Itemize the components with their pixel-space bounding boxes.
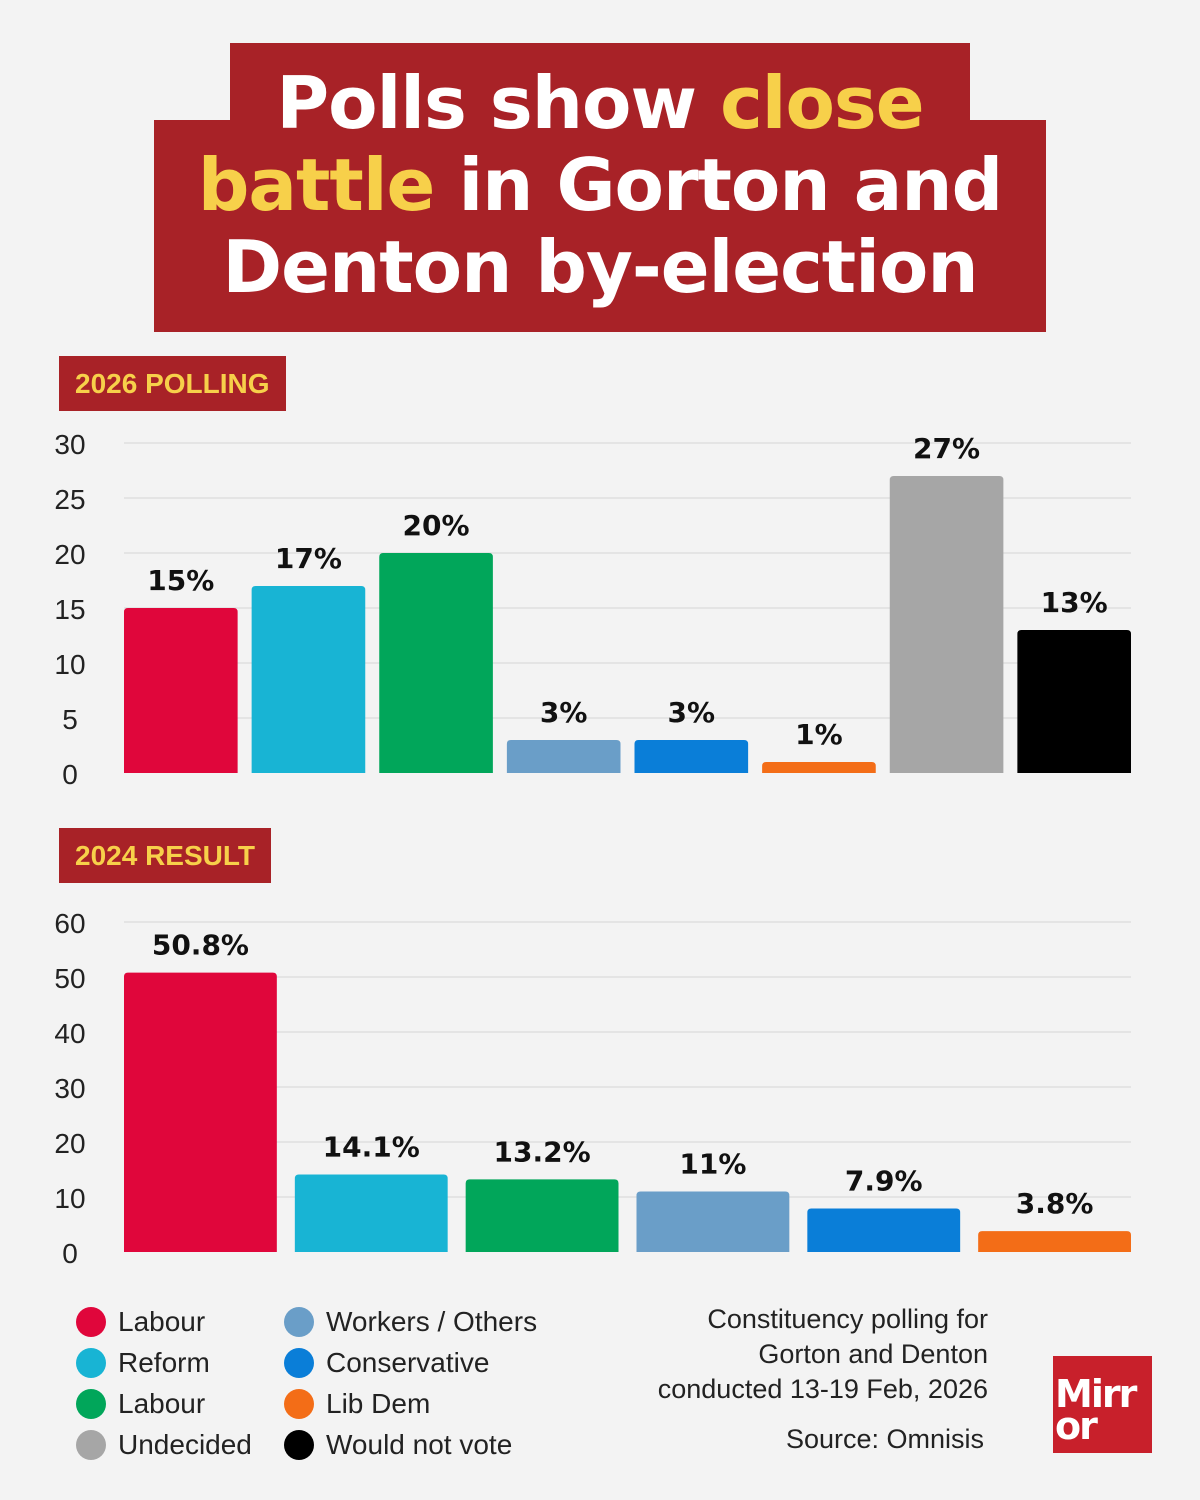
legend-swatch [76,1430,106,1460]
legend-label: Labour [118,1306,206,1337]
legend-swatch [76,1348,106,1378]
footnote-line: conducted 13-19 Feb, 2026 [657,1374,988,1404]
data-label: 3% [668,696,716,729]
legend-label: Undecided [118,1429,252,1460]
y-tick-label: 20 [54,1128,85,1159]
data-label: 20% [403,509,470,542]
bar-undecided [889,476,1004,773]
bar-labour [379,553,493,773]
legend-item-labour: Labour [76,1306,205,1338]
y-tick-label: 25 [54,484,85,515]
data-label: 17% [275,542,342,575]
y-tick-label: 30 [54,1073,85,1104]
legend-swatch [76,1389,106,1419]
headline-line3: Denton by-election [222,225,978,309]
footnote-line: Constituency polling for [707,1304,988,1334]
data-label: 3% [540,696,588,729]
chart-2026-polling: 0 5 10 15 20 25 30 15% 17% 20% 3% 3% 1% 27% 13% [54,429,1131,790]
bar-labour [124,608,238,773]
y-tick-label: 10 [54,649,85,680]
bar-lib-dem [978,1231,1131,1252]
legend-label: Labour [118,1388,206,1419]
chart-2024-result: 0 10 20 30 40 50 60 50.8% 14.1% 13.2% 11% 7.9% 3.8% [54,908,1131,1269]
logo-text-line2: or [1055,1404,1098,1448]
legend-item-workers-others: Workers / Others [284,1306,537,1338]
legend-label: Reform [118,1347,210,1378]
y-tick-label: 20 [54,539,85,570]
headline-highlight-battle: battle [197,143,435,227]
data-label: 13% [1041,586,1108,619]
section-tag-2026-polling: 2026 POLLING [59,356,286,411]
headline-background [154,120,1046,332]
legend-label: Would not vote [326,1429,513,1460]
data-label: 11% [679,1148,746,1181]
source-note: Source: Omnisis [785,1424,984,1454]
bar-would-not-vote [1017,630,1131,773]
bar-reform [294,1174,448,1252]
legend-item-reform: Reform [76,1347,210,1379]
polling-footnote: Constituency polling for Gorton and Dent… [600,1302,988,1407]
data-label: 7.9% [845,1165,923,1198]
legend-swatch [284,1389,314,1419]
legend-swatch [76,1307,106,1337]
headline: Polls show close battle in Gorton and De… [150,62,1050,308]
y-tick-label: 5 [62,704,78,735]
data-label: 27% [913,432,980,465]
y-tick-label: 0 [62,1238,78,1269]
footnote-line: Gorton and Denton [758,1339,988,1369]
legend-item-would-not-vote: Would not vote [284,1429,512,1461]
bar-conservative [807,1208,961,1252]
mirror-logo: Mirr or [1053,1356,1152,1453]
legend-item-lib-dem: Lib Dem [284,1388,430,1420]
data-label: 1% [795,718,843,751]
legend-label: Conservative [326,1347,490,1378]
data-label: 15% [147,564,214,597]
y-tick-label: 0 [62,759,78,790]
legend-item-conservative: Conservative [284,1347,489,1379]
bar-reform [251,586,366,773]
y-tick-label: 10 [54,1183,85,1214]
legend-swatch [284,1430,314,1460]
legend: Labour Reform Labour Undecided Workers /… [76,1306,596,1476]
bar-labour [124,972,277,1252]
legend-swatch [284,1307,314,1337]
legend-swatch [284,1348,314,1378]
data-label: 14.1% [323,1130,420,1163]
y-tick-label: 60 [54,908,85,939]
data-label: 3.8% [1016,1187,1094,1220]
y-tick-label: 40 [54,1018,85,1049]
bar-conservative [634,740,749,773]
legend-item-labour-green: Labour [76,1388,205,1420]
section-tag-2024-result: 2024 RESULT [59,828,271,883]
bar-workers-others [636,1191,790,1252]
bar-labour [465,1179,619,1252]
bar-lib-dem [762,762,876,773]
headline-highlight-close: close [720,61,925,145]
legend-label: Lib Dem [326,1388,431,1419]
y-tick-label: 15 [54,594,85,625]
headline-line1-a: Polls show [276,61,721,145]
headline-line2-b: in Gorton and [434,143,1003,227]
bar-workers-others [506,740,621,773]
legend-item-undecided: Undecided [76,1429,252,1461]
data-label: 13.2% [494,1135,591,1168]
y-tick-label: 30 [54,429,85,460]
logo-text-line1: Mirr [1055,1372,1137,1416]
y-tick-label: 50 [54,963,85,994]
legend-label: Workers / Others [326,1306,538,1337]
data-label: 50.8% [152,929,249,962]
